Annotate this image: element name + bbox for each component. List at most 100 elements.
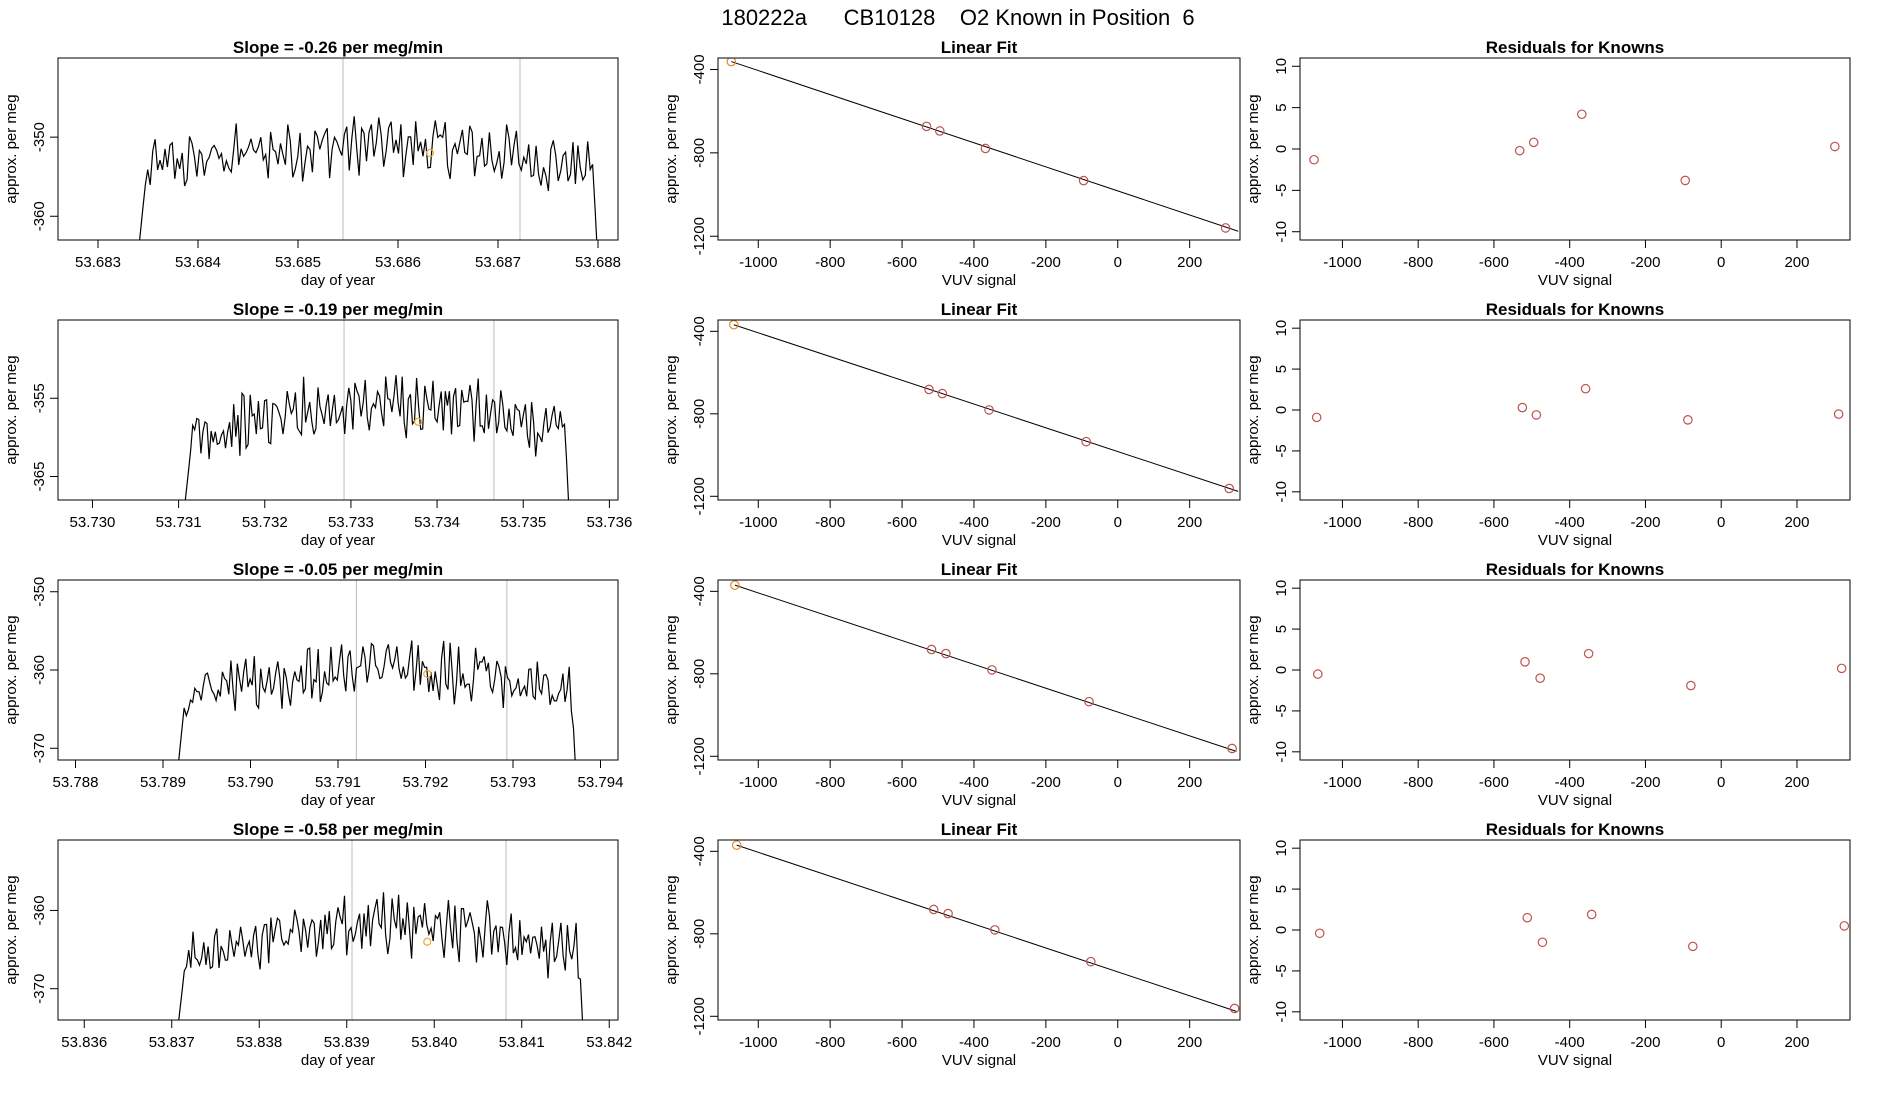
x-tick-label: 53.686 [375, 254, 421, 271]
chart-title: Residuals for Knowns [1486, 38, 1665, 57]
y-tick-label: 0 [1273, 145, 1290, 153]
y-tick-label: 10 [1273, 580, 1290, 597]
data-point [1514, 145, 1525, 156]
x-tick-label: 0 [1717, 1034, 1725, 1051]
x-axis-label: VUV signal [1538, 1052, 1612, 1069]
x-tick-label: 200 [1784, 774, 1809, 791]
y-axis-label: approx. per meg [3, 94, 20, 203]
data-trace [178, 640, 576, 760]
x-tick-label: -200 [1630, 254, 1660, 271]
y-tick-label: -5 [1273, 184, 1290, 197]
y-axis: 10 5 0 -5 -10 [1273, 840, 1300, 1023]
page-title: 180222a CB10128 O2 Known in Position 6 [721, 5, 1194, 30]
x-tick-label: -200 [1630, 774, 1660, 791]
chart-panel-8: Linear Fit -1000 -800 -600 -400 -200 0 200 VUV s… [663, 820, 1241, 1069]
plot-area [139, 58, 598, 240]
y-tick-label: -800 [691, 399, 708, 429]
x-axis: -1000 -800 -600 -400 -200 0 200 [739, 760, 1202, 791]
x-tick-label: 53.688 [575, 254, 621, 271]
y-tick-label: 10 [1273, 840, 1290, 857]
y-tick-label: -350 [31, 122, 48, 152]
chart-title: Slope = -0.05 per meg/min [233, 560, 443, 579]
highlight-point [425, 148, 435, 158]
x-tick-label: -600 [887, 1034, 917, 1051]
y-axis: -350 -360 -370 [31, 577, 58, 763]
x-tick-label: 53.733 [328, 514, 374, 531]
y-axis: 10 5 0 -5 -10 [1273, 58, 1300, 243]
plot-area [731, 840, 1240, 1014]
fit-line [736, 844, 1237, 1012]
x-tick-label: 53.687 [475, 254, 521, 271]
y-axis-label: approx. per meg [663, 94, 680, 203]
plot-frame [717, 57, 1241, 241]
y-tick-label: -370 [31, 733, 48, 763]
x-axis-label: VUV signal [942, 272, 1016, 289]
x-tick-label: -200 [1031, 1034, 1061, 1051]
y-tick-label: 5 [1273, 103, 1290, 111]
data-point [921, 121, 932, 132]
y-axis: 10 5 0 -5 -10 [1273, 580, 1300, 763]
x-axis-label: VUV signal [1538, 792, 1612, 809]
y-tick-label: -370 [31, 974, 48, 1004]
data-point [943, 908, 953, 919]
fit-line [734, 584, 1237, 752]
y-axis: -400 -800 -1200 [691, 576, 718, 775]
plot-area [726, 58, 1239, 233]
x-tick-label: 53.735 [500, 514, 546, 531]
chart-panel-7: Linear Fit -1000 -800 -600 -400 -200 0 200 VUV s… [663, 560, 1241, 809]
plot-area [178, 580, 576, 760]
x-tick-label: -1000 [1323, 774, 1361, 791]
chart-panel-11: Residuals for Knowns-1000 -800 -600 -400 -20… [1245, 560, 1851, 809]
data-point [1084, 696, 1094, 707]
x-axis-label: day of year [301, 792, 375, 809]
data-point [1686, 680, 1696, 691]
data-point [935, 126, 945, 136]
y-tick-label: -355 [31, 383, 48, 413]
data-point [1081, 436, 1091, 447]
plot-area [1313, 648, 1847, 691]
data-point [1229, 1003, 1240, 1014]
y-tick-label: -360 [31, 201, 48, 231]
data-point [1830, 141, 1840, 152]
y-axis: -400 -800 -1200 [691, 54, 718, 255]
plot-area [729, 320, 1239, 494]
data-point [937, 388, 948, 399]
data-point [1583, 648, 1594, 659]
x-tick-label: 0 [1717, 254, 1725, 271]
y-tick-label: -800 [691, 919, 708, 949]
y-tick-label: 0 [1273, 666, 1290, 674]
x-axis: -1000 -800 -600 -400 -200 0 200 [1323, 240, 1809, 271]
chart-title: Residuals for Knowns [1486, 560, 1665, 579]
data-point [1520, 657, 1530, 667]
data-point [1220, 223, 1231, 233]
y-axis-label: approx. per meg [663, 875, 680, 984]
data-point [1577, 109, 1587, 120]
y-tick-label: -400 [691, 836, 708, 866]
x-tick-label: 53.839 [324, 1034, 370, 1051]
chart-title: Linear Fit [941, 300, 1018, 319]
highlight-point [423, 937, 432, 946]
y-axis-label: approx. per meg [1245, 94, 1262, 203]
y-axis: -400 -800 -1200 [691, 836, 718, 1035]
x-tick-label: -800 [815, 1034, 845, 1051]
x-tick-label: 53.789 [140, 774, 186, 791]
x-tick-label: -800 [1403, 774, 1433, 791]
x-axis: -1000 -800 -600 -400 -200 0 200 [1323, 500, 1809, 531]
data-point [731, 840, 742, 850]
x-tick-label: 53.788 [53, 774, 99, 791]
data-point [990, 925, 1000, 935]
data-point [1517, 402, 1528, 413]
y-axis: -350 -360 [31, 122, 58, 231]
x-tick-label: -1000 [1323, 1034, 1361, 1051]
x-tick-label: 53.685 [275, 254, 321, 271]
x-axis: -1000 -800 -600 -400 -200 0 200 [1323, 760, 1809, 791]
y-tick-label: -360 [31, 895, 48, 925]
x-tick-label: 53.836 [61, 1034, 107, 1051]
y-tick-label: -400 [691, 316, 708, 346]
chart-title: Slope = -0.19 per meg/min [233, 300, 443, 319]
y-tick-label: -400 [691, 54, 708, 84]
data-point [726, 58, 737, 67]
x-tick-label: 53.736 [586, 514, 632, 531]
